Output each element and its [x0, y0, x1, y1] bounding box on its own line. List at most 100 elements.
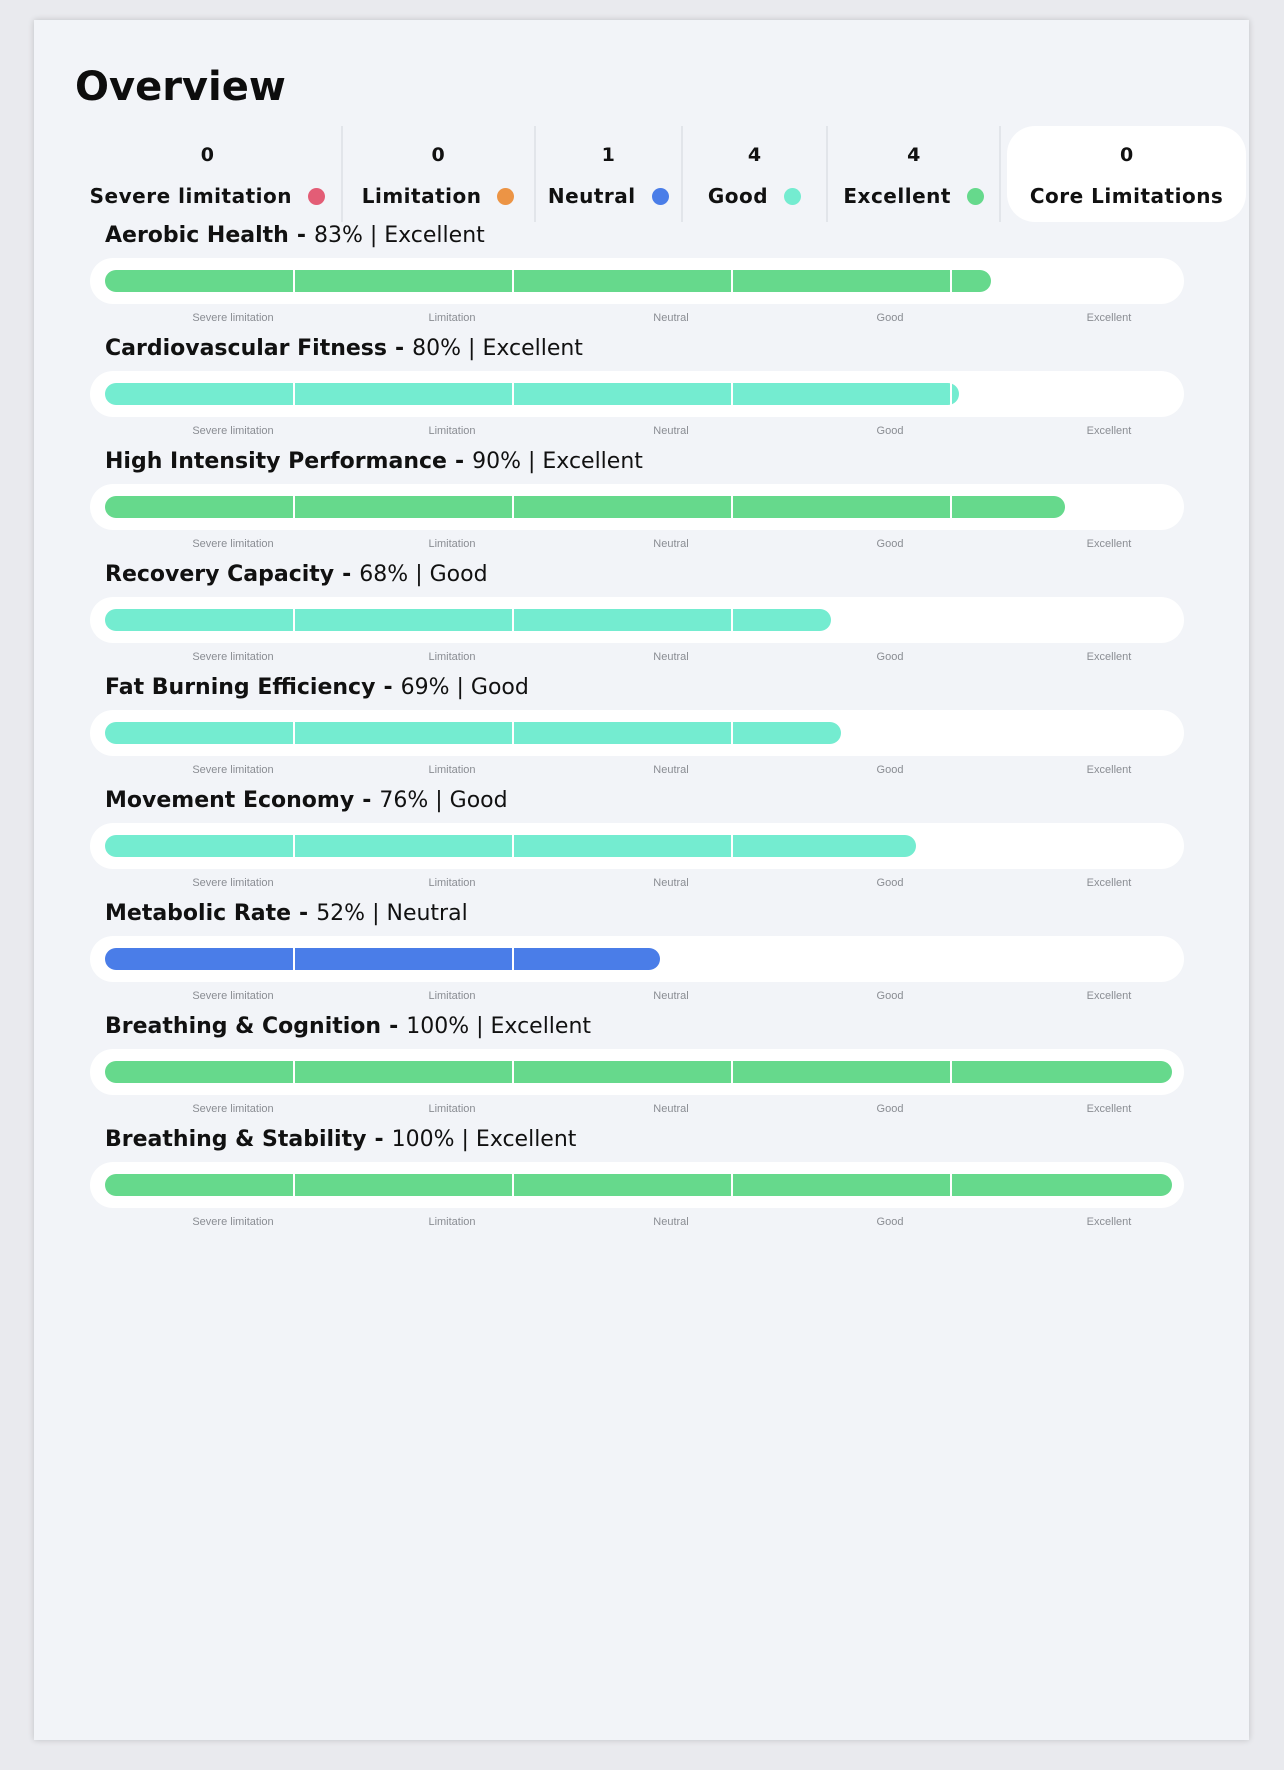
metric-scale: Severe limitation Limitation Neutral Good Ex…	[90, 877, 1190, 891]
scale-label: Severe limitation	[192, 990, 274, 1002]
scale-label: Excellent	[1086, 764, 1132, 776]
metric-rating: Excellent	[482, 336, 583, 361]
summary-label: Good	[707, 184, 769, 208]
metric-row-7: Breathing & Cognition -100% | Excellent S…	[90, 1014, 1190, 1127]
segment-divider	[731, 496, 733, 518]
summary-label: Limitation	[361, 184, 482, 208]
metric-row-6: Metabolic Rate -52% | Neutral Severe limi…	[90, 901, 1190, 1014]
segment-divider	[512, 948, 514, 970]
scale-label: Severe limitation	[192, 877, 274, 889]
metric-pipe: |	[461, 336, 483, 361]
scale-label: Neutral	[653, 764, 689, 776]
metric-name: Metabolic Rate	[105, 901, 292, 926]
summary-neutral: 1 Neutral	[536, 126, 683, 222]
metric-scale: Severe limitation Limitation Neutral Good Ex…	[90, 538, 1190, 552]
metric-progress-fill	[105, 496, 1066, 518]
metric-separator: -	[374, 1127, 384, 1152]
scale-label: Good	[876, 425, 904, 437]
scale-label: Limitation	[428, 538, 476, 550]
metric-row-5: Movement Economy -76% | Good Severe limit…	[90, 788, 1190, 901]
metric-progress-fill	[105, 948, 660, 970]
summary-good: 4 Good	[683, 126, 829, 222]
metric-scale: Severe limitation Limitation Neutral Good Ex…	[90, 764, 1190, 778]
metric-value: 76%	[379, 788, 429, 813]
scale-label: Limitation	[428, 764, 476, 776]
metric-rating: Excellent	[542, 449, 643, 474]
scale-label: Neutral	[653, 1216, 689, 1228]
segment-divider	[293, 948, 295, 970]
scale-label: Excellent	[1086, 538, 1132, 550]
scale-label: Excellent	[1086, 651, 1132, 663]
scale-label: Neutral	[653, 651, 689, 663]
scale-label: Good	[876, 1216, 904, 1228]
metric-value: 90%	[472, 449, 521, 474]
metric-progress-track	[90, 597, 1184, 643]
metric-progress-track	[90, 484, 1184, 530]
segment-divider	[512, 1061, 514, 1083]
scale-label: Neutral	[653, 312, 689, 324]
segment-divider	[950, 270, 952, 292]
scale-label: Excellent	[1086, 990, 1132, 1002]
segment-divider	[512, 496, 514, 518]
metric-scale: Severe limitation Limitation Neutral Good Ex…	[90, 425, 1190, 439]
metric-pipe: |	[365, 901, 387, 926]
metric-progress-track	[90, 936, 1184, 982]
metric-scale: Severe limitation Limitation Neutral Good Ex…	[90, 990, 1190, 1004]
summary-count: 1	[601, 144, 615, 166]
summary-severe-limitation: 0 Severe limitation	[74, 126, 343, 222]
scale-label: Neutral	[653, 990, 689, 1002]
metric-name: High Intensity Performance	[105, 449, 447, 474]
summary-limitation: 0 Limitation	[343, 126, 536, 222]
metric-pipe: |	[362, 223, 385, 248]
metric-separator: -	[299, 901, 309, 926]
metric-separator: -	[394, 336, 405, 361]
scale-label: Severe limitation	[192, 1216, 274, 1228]
scale-label: Severe limitation	[192, 651, 274, 663]
scale-label: Good	[876, 877, 904, 889]
metric-pipe: |	[454, 1127, 476, 1152]
segment-divider	[950, 1061, 952, 1083]
metric-row-4: Fat Burning Efficiency -69% | Good Severe…	[90, 675, 1190, 788]
summary-label: Excellent	[843, 184, 951, 208]
metric-separator: -	[454, 449, 465, 474]
metric-progress-track	[90, 371, 1184, 417]
metric-row-0: Aerobic Health -83% | Excellent Severe li…	[90, 223, 1190, 336]
metric-scale: Severe limitation Limitation Neutral Good Ex…	[90, 312, 1190, 326]
scale-label: Good	[876, 990, 904, 1002]
scale-label: Excellent	[1086, 877, 1132, 889]
scale-label: Severe limitation	[192, 312, 274, 324]
metric-row-1: Cardiovascular Fitness -80% | Excellent S…	[90, 336, 1190, 449]
scale-label: Limitation	[428, 312, 476, 324]
scale-label: Limitation	[428, 1103, 476, 1115]
segment-divider	[512, 835, 514, 857]
segment-divider	[731, 270, 733, 292]
scale-label: Severe limitation	[192, 1103, 274, 1115]
metric-row-2: High Intensity Performance -90% | Excelle…	[90, 449, 1190, 562]
scale-label: Limitation	[428, 990, 476, 1002]
summary-core-limitations[interactable]: 0 Core Limitations	[1007, 126, 1246, 222]
metric-pipe: |	[408, 562, 430, 587]
metric-title: Recovery Capacity -68% | Good	[105, 562, 488, 587]
scale-label: Good	[876, 764, 904, 776]
metric-progress-fill	[105, 835, 916, 857]
overview-page: Overview 0 Severe limitation 0 Limitatio…	[34, 20, 1249, 1740]
metric-scale: Severe limitation Limitation Neutral Good Ex…	[90, 1103, 1190, 1117]
metric-separator: -	[383, 675, 393, 700]
segment-divider	[731, 383, 733, 405]
neutral-dot-icon	[651, 187, 669, 205]
scale-label: Neutral	[653, 538, 689, 550]
metric-rating: Good	[470, 675, 529, 700]
scale-label: Severe limitation	[192, 764, 274, 776]
severe-limitation-dot-icon	[307, 187, 325, 205]
scale-label: Excellent	[1086, 1216, 1132, 1228]
metric-progress-fill	[105, 1061, 1172, 1083]
metric-rating: Good	[429, 562, 488, 587]
scale-label: Excellent	[1086, 1103, 1132, 1115]
metric-title: Breathing & Cognition -100% | Excellent	[105, 1014, 591, 1039]
metric-pipe: |	[449, 675, 471, 700]
summary-bar: 0 Severe limitation 0 Limitation 1 Neutr…	[74, 126, 1246, 222]
metric-rating: Excellent	[475, 1127, 577, 1152]
metric-row-3: Recovery Capacity -68% | Good Severe limi…	[90, 562, 1190, 675]
metric-name: Fat Burning Efficiency	[105, 675, 376, 700]
metric-scale: Severe limitation Limitation Neutral Good Ex…	[90, 1216, 1190, 1230]
